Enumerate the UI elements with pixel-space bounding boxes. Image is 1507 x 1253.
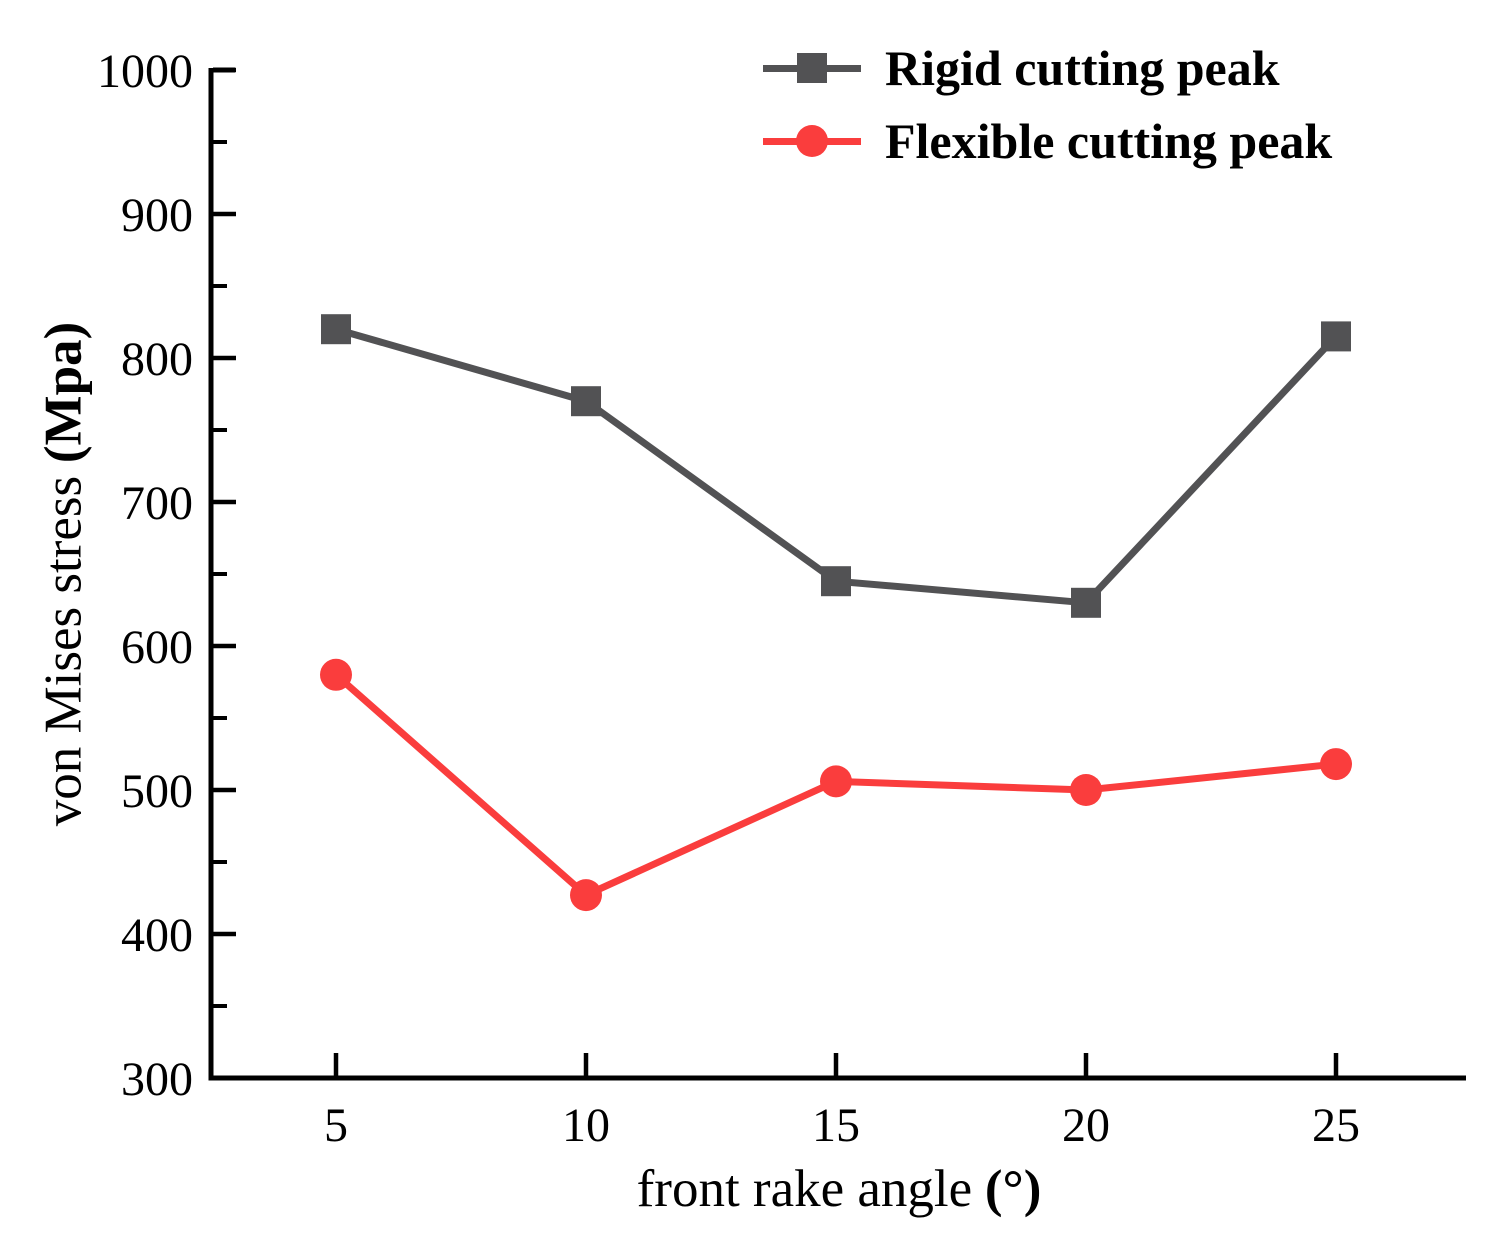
- marker-circle-flexible-cutting-peak-2: [820, 765, 852, 798]
- marker-square-rigid-cutting-peak-4: [1321, 321, 1351, 352]
- marker-circle-flexible-cutting-peak-0: [320, 658, 352, 691]
- x-axis-title: front rake angle (°): [637, 1163, 1042, 1216]
- marker-circle-flexible-cutting-peak-4: [1320, 748, 1352, 781]
- y-tick-label: 800: [121, 333, 193, 386]
- y-axis-title-text: von Mises stress: [34, 475, 93, 827]
- series-line-rigid-cutting-peak: [335, 325, 1339, 607]
- y-tick-label: 300: [121, 1053, 193, 1106]
- marker-square-rigid-cutting-peak-2: [821, 566, 851, 597]
- legend-line-rigid: [763, 53, 861, 83]
- legend: Rigid cutting peak Flexible cutting peak: [763, 38, 1332, 171]
- y-tick-label: 500: [121, 765, 193, 818]
- x-tick-label: 15: [812, 1099, 860, 1152]
- y-tick-label: 600: [121, 621, 193, 674]
- legend-label-flexible: Flexible cutting peak: [885, 113, 1333, 169]
- marker-square-rigid-cutting-peak-3: [1071, 587, 1101, 618]
- y-axis-title-unit: (Mpa): [34, 321, 93, 464]
- x-tick-label: 20: [1062, 1099, 1110, 1152]
- x-tick-label: 10: [562, 1099, 610, 1152]
- x-tick-label: 5: [324, 1099, 348, 1152]
- marker-circle-flexible-cutting-peak-1: [570, 879, 602, 912]
- legend-square-marker-icon: [797, 53, 827, 83]
- y-axis-title: von Mises stress (Mpa): [34, 321, 93, 827]
- x-axis-title-text: front rake angle: [636, 1160, 973, 1218]
- legend-item-flexible: Flexible cutting peak: [763, 111, 1332, 171]
- x-axis-title-unit: (°): [984, 1160, 1042, 1218]
- legend-item-rigid: Rigid cutting peak: [763, 38, 1332, 98]
- marker-square-rigid-cutting-peak-1: [571, 386, 601, 417]
- y-tick-label: 400: [121, 909, 193, 962]
- marker-circle-flexible-cutting-peak-3: [1070, 774, 1102, 806]
- marker-square-rigid-cutting-peak-0: [321, 314, 351, 345]
- x-tick-label: 25: [1312, 1099, 1360, 1152]
- y-tick-label: 1000: [97, 45, 193, 98]
- legend-label-rigid: Rigid cutting peak: [885, 40, 1280, 96]
- y-tick-label: 700: [121, 477, 193, 530]
- legend-circle-marker-icon: [796, 125, 828, 157]
- y-tick-label: 900: [121, 189, 193, 242]
- legend-line-flexible: [763, 125, 861, 157]
